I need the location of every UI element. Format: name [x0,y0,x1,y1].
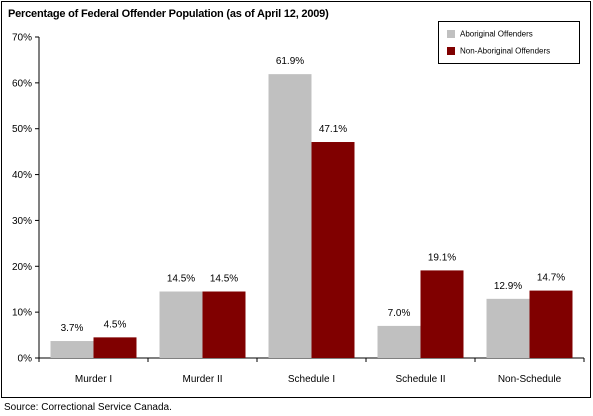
x-tick-label: Schedule I [288,374,335,385]
data-label-aboriginal: 61.9% [276,56,304,67]
x-tick-label: Murder II [182,374,222,385]
legend: Aboriginal Offenders Non-Aboriginal Offe… [438,21,580,64]
bars [50,74,573,358]
bar-aboriginal [377,325,421,358]
x-axis: Murder I Murder II Schedule I Schedule II No… [38,357,585,385]
x-tick-label: Murder I [75,374,112,385]
y-tick-label: 70% [12,33,32,44]
y-tick-label: 30% [12,216,32,227]
bar-aboriginal [50,341,94,358]
bar-aboriginal [486,298,530,358]
data-labels: 3.7% 4.5% 14.5% 14.5% 61.9% 47.1% 7.0% 19.1% 12.… [61,56,566,334]
data-label-non-aboriginal: 4.5% [104,319,127,330]
bar-non-aboriginal [202,291,246,358]
y-tick-label: 50% [12,124,32,135]
bar-chart: 0%10%20%30%40%50%60%70% Murder I Murder I… [12,33,585,385]
legend-item-aboriginal: Aboriginal Offenders [447,29,533,38]
y-tick-label: 20% [12,262,32,273]
bar-non-aboriginal [529,290,573,358]
data-label-aboriginal: 14.5% [167,274,195,285]
x-tick-label: Non-Schedule [498,374,562,385]
legend-item-non-aboriginal: Non-Aboriginal Offenders [447,46,550,55]
data-label-non-aboriginal: 47.1% [319,124,347,135]
y-tick-label: 10% [12,308,32,319]
bar-aboriginal [159,291,203,358]
bar-non-aboriginal [311,142,355,358]
chart-title: Percentage of Federal Offender Populatio… [8,8,329,20]
data-label-non-aboriginal: 19.1% [428,252,456,263]
bar-non-aboriginal [93,337,137,358]
legend-label-aboriginal: Aboriginal Offenders [460,29,533,39]
data-label-aboriginal: 7.0% [388,308,411,319]
y-tick-label: 60% [12,78,32,89]
legend-swatch-non-aboriginal [447,46,455,55]
y-tick-label: 0% [18,354,33,365]
source-note: Source: Correctional Service Canada. [4,402,172,413]
y-axis: 0% 10% 20% 30% 40% 50% 60% 70% [12,33,40,365]
legend-label-non-aboriginal: Non-Aboriginal Offenders [460,46,551,56]
bar-non-aboriginal [420,270,464,358]
x-tick-label: Schedule II [395,374,445,385]
data-label-aboriginal: 3.7% [61,323,84,334]
bar-aboriginal [268,74,312,358]
legend-swatch-aboriginal [447,29,455,38]
y-tick-label: 40% [12,170,32,181]
data-label-aboriginal: 12.9% [494,281,522,292]
data-label-non-aboriginal: 14.7% [537,273,565,284]
data-label-non-aboriginal: 14.5% [210,274,238,285]
